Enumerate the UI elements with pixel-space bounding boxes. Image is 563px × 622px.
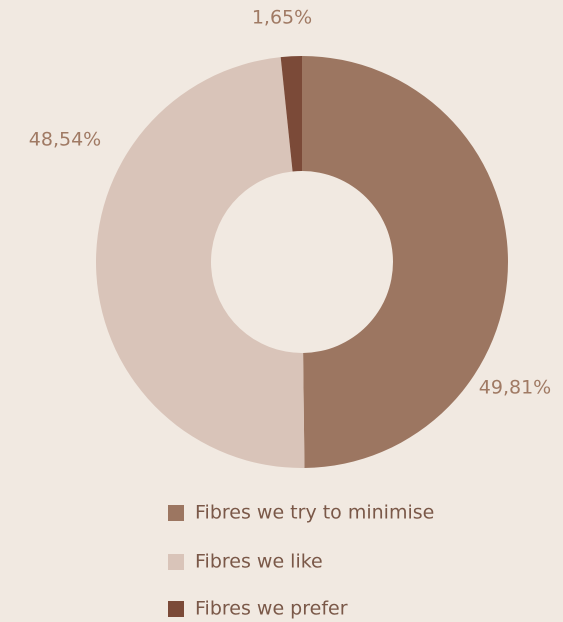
legend-swatch	[168, 554, 184, 570]
donut-slice	[302, 56, 508, 468]
slice-label: 49,81%	[479, 377, 551, 399]
legend-label: Fibres we try to minimise	[195, 502, 434, 524]
donut-slice	[96, 57, 305, 469]
legend-label: Fibres we like	[195, 551, 323, 573]
slice-label: 1,65%	[252, 7, 312, 29]
legend-label: Fibres we prefer	[195, 598, 348, 620]
slice-label: 48,54%	[29, 129, 101, 151]
donut-slice	[280, 56, 302, 172]
legend-swatch	[168, 601, 184, 617]
legend-swatch	[168, 505, 184, 521]
